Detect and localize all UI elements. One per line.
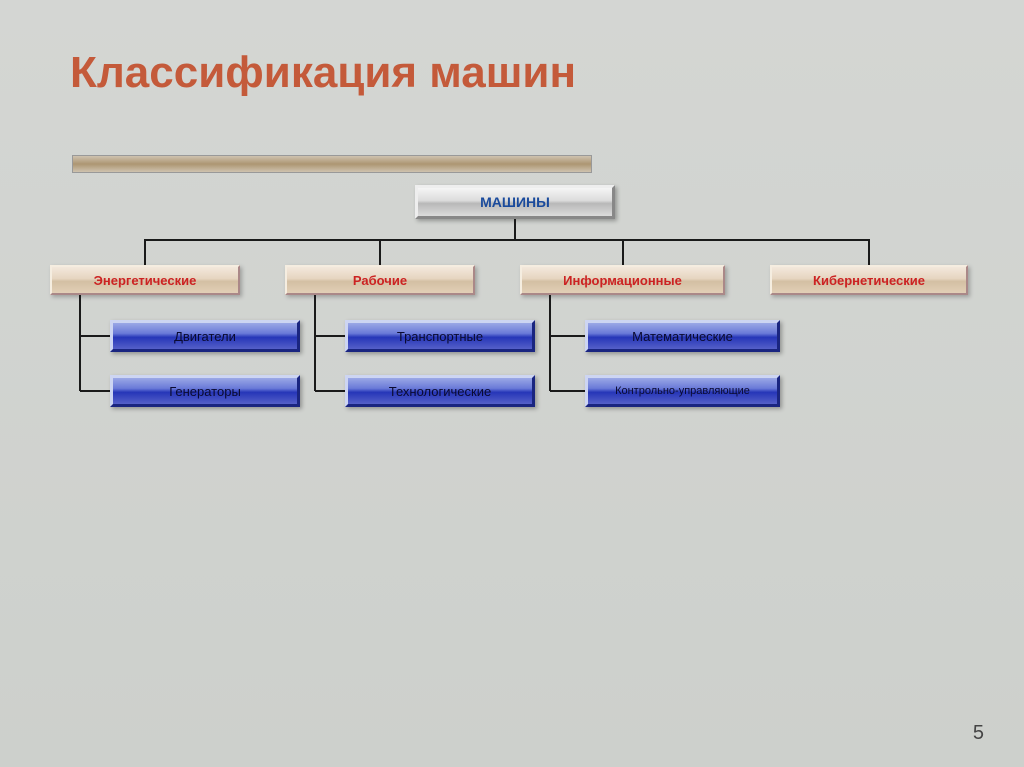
connector-line	[144, 239, 146, 265]
title-underline	[72, 155, 592, 173]
leaf-node: Математические	[585, 320, 780, 352]
category-node: Информационные	[520, 265, 725, 295]
leaf-node: Контрольно-управляющие	[585, 375, 780, 407]
connector-line	[514, 219, 516, 239]
connector-line	[622, 239, 624, 265]
connector-line	[549, 295, 551, 391]
leaf-node: Технологические	[345, 375, 535, 407]
category-node: Кибернетические	[770, 265, 968, 295]
connector-line	[80, 390, 110, 392]
leaf-node: Транспортные	[345, 320, 535, 352]
category-node: Энергетические	[50, 265, 240, 295]
connector-line	[550, 390, 585, 392]
leaf-node: Генераторы	[110, 375, 300, 407]
connector-line	[314, 295, 316, 391]
connector-line	[80, 335, 110, 337]
connector-line	[868, 239, 870, 265]
connector-line	[315, 390, 345, 392]
slide-title: Классификация машин	[70, 48, 576, 98]
connector-line	[379, 239, 381, 265]
category-node: Рабочие	[285, 265, 475, 295]
root-node: МАШИНЫ	[415, 185, 615, 219]
connector-line	[315, 335, 345, 337]
connector-line	[79, 295, 81, 391]
connector-line	[144, 239, 870, 241]
connector-line	[550, 335, 585, 337]
leaf-node: Двигатели	[110, 320, 300, 352]
page-number: 5	[973, 722, 984, 745]
org-chart: МАШИНЫ Энергетические Двигатели Генераторы Р…	[50, 185, 980, 425]
